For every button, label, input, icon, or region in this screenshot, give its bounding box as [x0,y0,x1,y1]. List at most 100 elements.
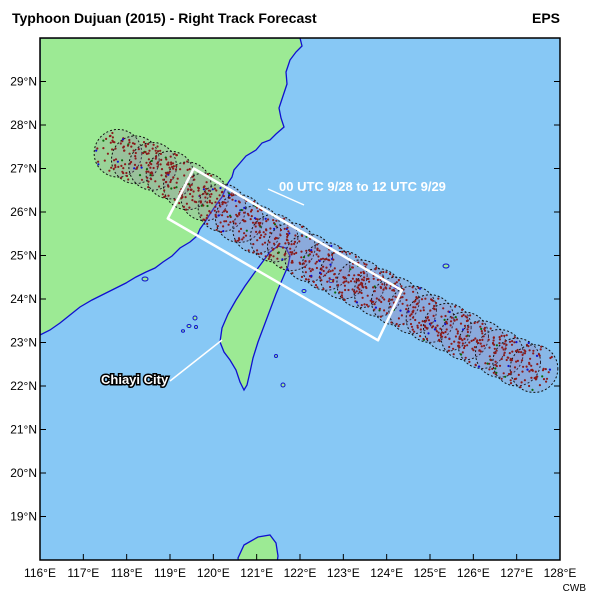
ensemble-member-point [213,187,216,190]
ensemble-member-point [302,256,306,259]
ensemble-member-point [525,343,529,346]
ensemble-member-point [462,328,465,331]
ensemble-member-point [181,195,184,199]
ensemble-member-point [366,294,369,297]
ensemble-member-point [300,275,304,278]
ensemble-member-point [238,230,241,233]
ensemble-member-point [480,327,483,330]
ensemble-member-point [367,277,370,280]
ensemble-member-point [437,331,440,334]
ensemble-member-point [203,185,206,188]
ensemble-member-point [250,215,253,218]
ensemble-member-point [422,337,425,341]
ensemble-member-point [522,365,525,368]
ensemble-member-point [263,235,266,238]
ensemble-member-point [193,178,196,181]
ensemble-member-point [305,249,308,252]
ensemble-member-point [423,324,426,327]
ensemble-member-point [111,131,114,135]
ensemble-member-point [459,322,463,325]
ensemble-member-point [463,324,467,327]
ensemble-member-point [256,249,259,252]
ensemble-member-point [460,315,464,318]
ensemble-member-point [416,326,419,329]
ensemble-member-point [261,243,264,246]
ensemble-member-point [365,263,368,266]
ensemble-member-point [368,280,371,283]
ensemble-member-point [492,371,495,374]
ensemble-member-point [114,166,117,169]
map-title: Typhoon Dujuan (2015) - Right Track Fore… [12,10,317,26]
ensemble-member-point [539,348,542,351]
ensemble-member-point [444,336,447,339]
ensemble-member-point [391,275,394,278]
ensemble-member-point [523,349,526,352]
ensemble-member-point [391,298,394,301]
ensemble-member-point [338,291,341,294]
ensemble-member-point [308,267,311,270]
ensemble-member-point [147,164,150,167]
ensemble-member-point [224,201,227,204]
ensemble-member-point [319,271,322,274]
ensemble-member-point [394,282,397,285]
ensemble-member-point [433,308,436,311]
ensemble-member-point [120,164,123,167]
ensemble-member-point [503,342,506,345]
ensemble-member-point [187,188,190,191]
ensemble-member-point [458,335,461,338]
ensemble-member-point [444,314,447,318]
ensemble-member-point [420,324,423,327]
ensemble-member-point [424,320,427,323]
ensemble-member-point [208,210,211,213]
ensemble-member-point [527,345,530,348]
ensemble-member-point [501,346,504,349]
ensemble-member-point [515,341,518,344]
ensemble-member-point [227,223,230,226]
ensemble-member-point [112,167,115,170]
ensemble-member-point [298,261,301,264]
ensemble-member-point [251,221,255,224]
ensemble-member-point [415,303,418,306]
ensemble-member-point [456,330,459,333]
ensemble-member-point [273,227,276,230]
ensemble-member-point [134,155,137,158]
ensemble-member-point [114,164,117,167]
ensemble-member-point [234,239,237,242]
ensemble-member-point [205,181,208,184]
uncertainty-circle [249,213,299,263]
ensemble-member-point [130,160,133,164]
ensemble-member-point [284,242,287,245]
ensemble-member-point [513,366,517,369]
ensemble-member-point [426,327,429,330]
ensemble-member-point [279,234,282,237]
ensemble-member-point [374,306,377,309]
ensemble-member-point [436,324,439,327]
ensemble-member-point [494,360,497,363]
ensemble-member-point [340,294,343,297]
ensemble-member-point [397,278,400,282]
ensemble-member-point [491,367,494,370]
ensemble-member-point [341,296,344,299]
ensemble-member-point [171,162,175,165]
ensemble-member-point [264,255,267,258]
ensemble-member-point [149,166,152,169]
ensemble-member-point [333,273,336,276]
ensemble-member-point [252,243,255,246]
ensemble-member-point [432,325,435,328]
ensemble-member-point [121,140,124,143]
ensemble-member-point [222,195,225,198]
ensemble-member-point [480,330,483,333]
ensemble-member-point [291,272,294,275]
ensemble-member-point [510,343,514,346]
taiwan-island [219,245,291,392]
ensemble-member-point [238,212,241,215]
ensemble-member-point [464,356,467,359]
ensemble-member-point [267,218,270,221]
ensemble-member-point [160,174,163,177]
ensemble-member-point [363,272,366,275]
ensemble-member-point [275,219,278,222]
ensemble-member-point [354,255,357,258]
ensemble-member-point [325,266,328,269]
ensemble-member-point [540,345,543,348]
